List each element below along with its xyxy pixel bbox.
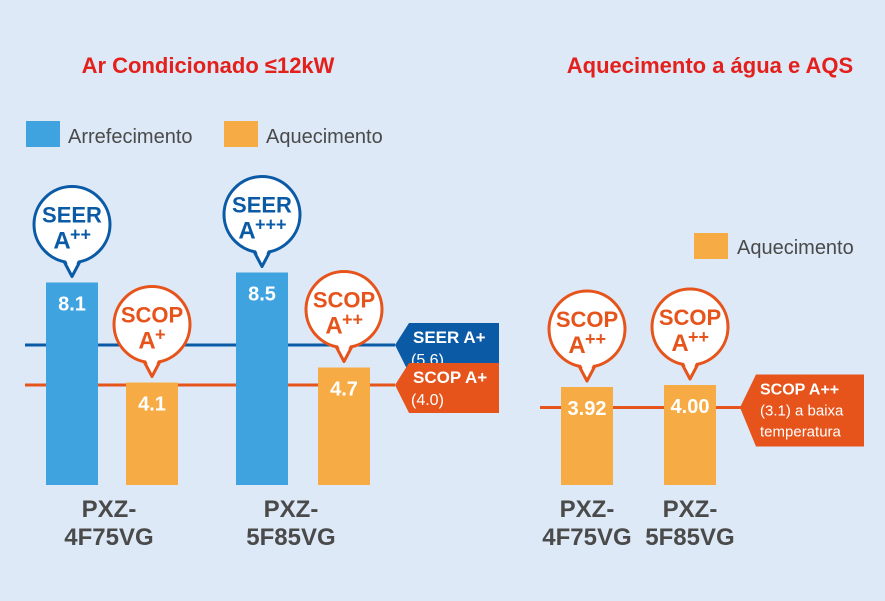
bar-value-label-0-1-0: 4.1 <box>138 394 166 416</box>
reference-tag-shape <box>395 363 499 413</box>
rating-badge-join <box>145 358 159 373</box>
rating-badge-class: A <box>53 228 70 255</box>
rating-badge-plus: + <box>155 325 166 345</box>
rating-badge-plus: ++ <box>688 327 709 347</box>
reference-tag-shape <box>740 374 864 447</box>
bar-1-0-1 <box>664 385 716 485</box>
bar-value-label-1-0-1: 4.00 <box>671 396 710 418</box>
legend-label-arrefecimento: Arrefecimento <box>68 126 193 148</box>
category-label-line: PXZ- <box>560 496 615 523</box>
reference-tag-line1: SCOP A+ <box>413 368 487 387</box>
category-label-1-0: PXZ-4F75VG <box>542 496 631 551</box>
rating-badge-class: A <box>238 218 255 245</box>
bar-value-label-0-0-0: 8.1 <box>58 294 86 316</box>
category-label-line: PXZ- <box>82 496 137 523</box>
reference-tag-1-0: SCOP A++ (3.1) a baixa temperatura <box>740 374 864 447</box>
rating-badge-join <box>580 363 594 377</box>
category-label-line: 5F85VG <box>645 524 734 551</box>
rating-badge-join <box>337 343 351 358</box>
category-label-line: 5F85VG <box>246 524 335 551</box>
rating-badge-plus: ++ <box>342 310 363 330</box>
reference-tag-line2: (3.1) a baixa <box>760 403 844 420</box>
bar-value-label-1-0-0: 3.92 <box>568 398 607 420</box>
bar-0-0-0 <box>46 282 98 485</box>
category-label-0-1: PXZ-5F85VG <box>246 496 335 551</box>
rating-badge-join <box>65 258 79 273</box>
reference-tag-0-1: SCOP A+ (4.0) <box>395 363 499 413</box>
reference-tag-line1: SCOP A++ <box>760 382 839 399</box>
category-label-line: 4F75VG <box>64 524 153 551</box>
category-label-1-1: PXZ-5F85VG <box>645 496 734 551</box>
rating-badge-label: SCOP <box>313 288 375 313</box>
category-label-0-0: PXZ-4F75VG <box>64 496 153 551</box>
reference-tag-line1: SEER A+ <box>413 328 486 347</box>
category-label-line: 4F75VG <box>542 524 631 551</box>
category-label-line: PXZ- <box>663 496 718 523</box>
rating-badge-label: SCOP <box>121 303 183 328</box>
rating-badge-class: A <box>138 328 155 355</box>
legend-swatch-aquecimento <box>224 121 258 147</box>
bar-0-1-1 <box>318 367 370 485</box>
rating-badge-label: SEER <box>232 193 292 218</box>
rating-badge-plus: ++ <box>585 329 606 349</box>
rating-badge-class: A <box>671 330 688 357</box>
rating-badge-label: SCOP <box>556 307 618 332</box>
rating-badge-plus: +++ <box>255 215 287 235</box>
category-label-line: PXZ- <box>264 496 319 523</box>
reference-tag-shape <box>395 323 499 373</box>
rating-badge-join <box>255 248 269 263</box>
legend-swatch-aquecimento-water <box>694 233 728 259</box>
bar-value-label-0-0-1: 8.5 <box>248 284 276 306</box>
rating-badge-plus: ++ <box>70 225 91 245</box>
bar-1-0-0 <box>561 387 613 485</box>
legend-swatch-arrefecimento <box>26 121 60 147</box>
bar-0-1-0 <box>126 382 178 485</box>
reference-tag-line2: (4.0) <box>411 392 444 409</box>
bar-value-label-0-1-1: 4.7 <box>330 379 358 401</box>
rating-badge-label: SCOP <box>659 305 721 330</box>
rating-badge-join <box>683 361 697 375</box>
legend-label-aquecimento: Aquecimento <box>266 126 383 148</box>
right-chart-title: Aquecimento a água e AQS <box>567 53 853 78</box>
rating-badge-label: SEER <box>42 203 102 228</box>
rating-badge-class: A <box>325 313 342 340</box>
reference-tag-line3: temperatura <box>760 424 842 441</box>
left-chart-title: Ar Condicionado ≤12kW <box>82 53 335 78</box>
rating-badge-class: A <box>568 332 585 359</box>
legend-label-aquecimento-water: Aquecimento <box>737 237 854 259</box>
bar-0-0-1 <box>236 272 288 485</box>
